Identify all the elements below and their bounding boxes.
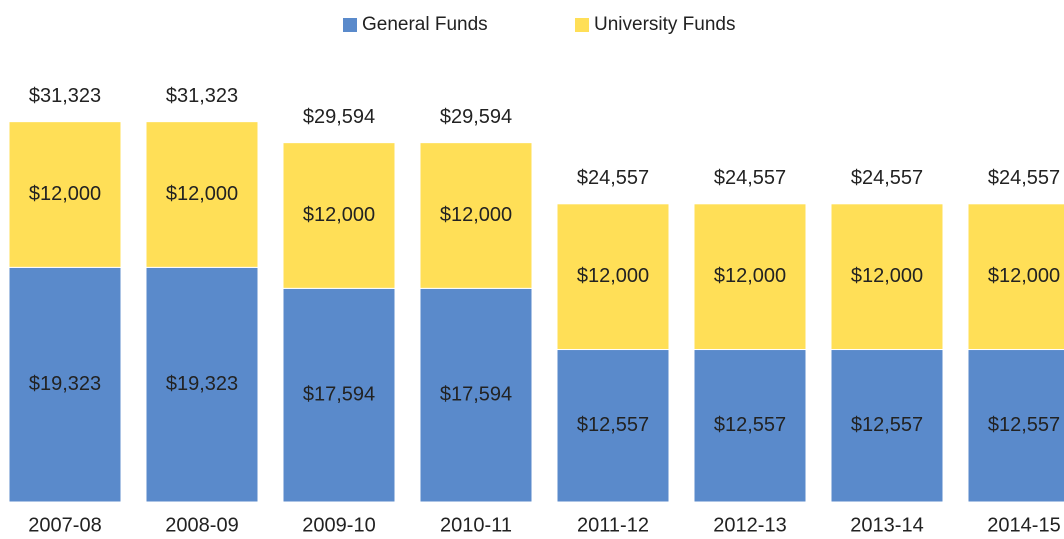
bar-segment xyxy=(282,142,396,289)
total-label: $24,557 xyxy=(851,167,923,189)
value-label: $12,557 xyxy=(714,414,786,436)
total-label: $24,557 xyxy=(714,167,786,189)
total-label: $31,323 xyxy=(29,85,101,107)
value-label: $12,557 xyxy=(851,414,923,436)
value-label: $19,323 xyxy=(166,373,238,395)
value-label: $12,557 xyxy=(577,414,649,436)
legend-swatch xyxy=(575,18,589,32)
x-tick-label: 2013-14 xyxy=(850,514,923,536)
bar-segment xyxy=(145,121,259,268)
value-label: $12,000 xyxy=(714,265,786,287)
legend-label: General Funds xyxy=(362,14,488,35)
value-label: $12,000 xyxy=(851,265,923,287)
bar-segment xyxy=(693,349,807,503)
bar-segment xyxy=(8,121,122,268)
legend-swatch xyxy=(343,18,357,32)
x-tick-label: 2011-12 xyxy=(577,514,649,536)
bar-segment xyxy=(8,266,122,503)
bar-segment xyxy=(693,203,807,351)
value-label: $12,000 xyxy=(29,183,101,205)
x-tick-label: 2007-08 xyxy=(28,514,101,536)
x-tick-label: 2009-10 xyxy=(302,514,375,536)
value-label: $12,000 xyxy=(577,265,649,287)
total-label: $29,594 xyxy=(440,106,512,128)
x-tick-label: 2008-09 xyxy=(165,514,238,536)
bar-segment xyxy=(967,349,1064,503)
total-label: $31,323 xyxy=(166,85,238,107)
legend-label: University Funds xyxy=(594,14,736,35)
bar-segment xyxy=(419,287,533,503)
bar-segment xyxy=(967,203,1064,351)
x-tick-label: 2010-11 xyxy=(440,514,512,536)
value-label: $12,000 xyxy=(440,204,512,226)
value-label: $12,000 xyxy=(303,204,375,226)
x-tick-label: 2014-15 xyxy=(987,514,1060,536)
bar-segment xyxy=(282,287,396,503)
value-label: $19,323 xyxy=(29,373,101,395)
bar-segment xyxy=(419,142,533,289)
bar-segment xyxy=(556,349,670,503)
bar-segment xyxy=(830,203,944,351)
bar-segment xyxy=(830,349,944,503)
value-label: $12,000 xyxy=(166,183,238,205)
total-label: $24,557 xyxy=(988,167,1060,189)
total-label: $29,594 xyxy=(303,106,375,128)
value-label: $12,557 xyxy=(988,414,1060,436)
total-label: $24,557 xyxy=(577,167,649,189)
x-tick-label: 2012-13 xyxy=(713,514,786,536)
bar-segment xyxy=(556,203,670,351)
value-label: $12,000 xyxy=(988,265,1060,287)
value-label: $17,594 xyxy=(303,383,375,405)
value-label: $17,594 xyxy=(440,383,512,405)
